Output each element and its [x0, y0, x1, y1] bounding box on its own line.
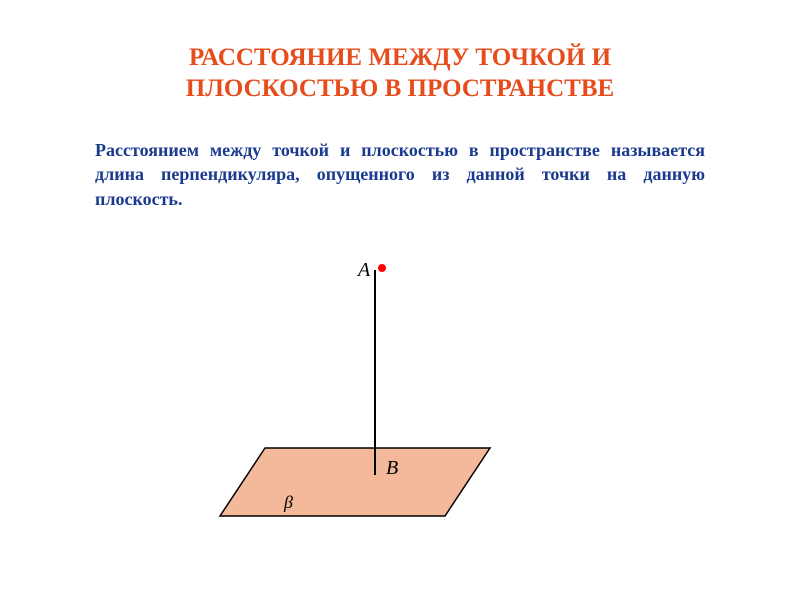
point-a-label: A: [356, 259, 371, 281]
point-a-marker: [378, 264, 386, 272]
plane-beta-label: β: [283, 492, 293, 512]
geometry-diagram: A B β: [200, 250, 600, 530]
title-line-1: РАССТОЯНИЕ МЕЖДУ ТОЧКОЙ И: [95, 42, 705, 73]
point-b-label: B: [386, 457, 398, 479]
definition-text: Расстоянием между точкой и плоскостью в …: [95, 138, 705, 211]
plane-shape: [220, 448, 490, 516]
page-title: РАССТОЯНИЕ МЕЖДУ ТОЧКОЙ И ПЛОСКОСТЬЮ В П…: [95, 42, 705, 105]
diagram-svg: A B β: [200, 250, 600, 530]
title-line-2: ПЛОСКОСТЬЮ В ПРОСТРАНСТВЕ: [95, 73, 705, 104]
